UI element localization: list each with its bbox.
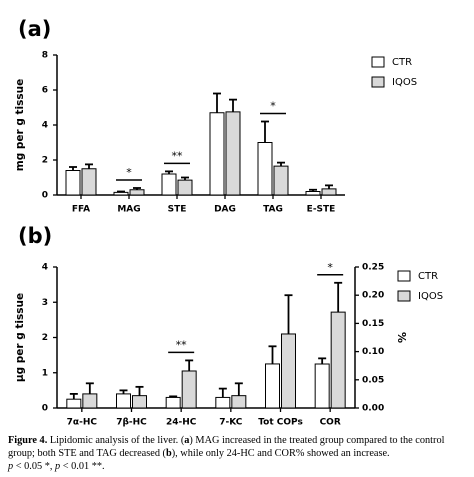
y2-axis-label: % [395, 332, 408, 343]
bar [321, 188, 337, 196]
y-axis-label: mg per g tissue [14, 79, 26, 171]
x-tick-label: Tot COPs [258, 418, 303, 428]
x-tick-label: E-STE [307, 205, 336, 215]
caption-text: b [165, 448, 172, 459]
bar [116, 393, 131, 409]
y-tick-label: 0 [42, 404, 48, 414]
significance-label: ** [172, 149, 184, 162]
x-tick-label: 7-KC [219, 418, 243, 428]
figure: (a) mg per g tissue 0 2 4 6 8 FFA MAG STE DAG TAG E-… [14, 17, 443, 428]
bar [257, 142, 273, 196]
bar [181, 370, 197, 409]
legend-swatch [371, 76, 385, 88]
bar [314, 363, 330, 409]
caption-text: p [55, 461, 61, 472]
bar [281, 333, 296, 409]
legend-swatch [397, 290, 411, 302]
legend-label: IQOS [392, 77, 417, 88]
panel-label: (a) [18, 17, 51, 41]
y-tick-label: 0 [42, 191, 48, 201]
y-tick-label: 4 [42, 121, 48, 131]
panel-label: (b) [18, 224, 52, 248]
bar [273, 165, 289, 196]
caption-text: p [8, 461, 14, 472]
bar [113, 191, 129, 196]
y-tick-label: 6 [42, 86, 48, 96]
caption: Figure 4. Lipidomic analysis of the live… [8, 434, 466, 473]
y-axis-label: μg per g tissue [14, 293, 26, 382]
bar [215, 396, 231, 409]
x-tick-label: STE [168, 205, 187, 215]
bar [225, 111, 241, 196]
x-tick-label: MAG [117, 205, 140, 215]
y2-tick-label: 0.10 [362, 347, 384, 357]
bar [165, 396, 181, 409]
caption-text: a [184, 435, 190, 446]
bar [330, 311, 346, 409]
caption-text: Figure 4. [8, 435, 48, 446]
bar [231, 395, 247, 409]
bar [66, 398, 82, 409]
y-tick-label: 8 [42, 51, 48, 61]
y-tick-label: 2 [42, 156, 48, 166]
legend-swatch [397, 270, 411, 282]
y-tick-label: 2 [42, 333, 48, 343]
bar [132, 395, 147, 409]
y2-tick-label: 0.20 [362, 291, 384, 301]
legend-label: IQOS [418, 291, 443, 302]
caption-text: Lipidomic analysis of the liver. ( [47, 435, 185, 446]
significance-label: ** [176, 338, 188, 351]
bar [177, 179, 193, 196]
caption-text: ), while only 24-HC and COR% showed an i… [171, 448, 390, 459]
y-tick-label: 3 [42, 298, 48, 308]
y2-tick-label: 0.00 [362, 404, 384, 414]
significance-label: * [126, 166, 132, 179]
caption-text: < 0.05 *, [13, 461, 56, 472]
x-tick-label: COR [320, 418, 341, 428]
x-tick-label: 24-HC [166, 418, 197, 428]
y-tick-label: 1 [42, 368, 48, 378]
bar [65, 170, 81, 196]
bar [209, 112, 225, 196]
legend-swatch [371, 56, 385, 68]
y2-tick-label: 0.05 [362, 375, 384, 385]
y-tick-label: 4 [42, 263, 48, 273]
bar [82, 393, 98, 409]
y2-tick-label: 0.15 [362, 319, 384, 329]
x-tick-label: 7α-HC [67, 418, 98, 428]
x-tick-label: 7β-HC [116, 418, 147, 428]
x-tick-label: FFA [72, 205, 90, 215]
significance-label: * [327, 261, 333, 274]
bar [265, 363, 280, 409]
caption-text: ) MAG increased in the treated group com… [8, 435, 448, 459]
bar [161, 173, 177, 196]
bar [81, 168, 97, 196]
y2-tick-label: 0.25 [362, 263, 384, 273]
significance-label: * [270, 100, 276, 113]
legend-label: CTR [418, 271, 438, 282]
x-tick-label: TAG [263, 205, 283, 215]
x-tick-label: DAG [214, 205, 236, 215]
legend-label: CTR [392, 57, 412, 68]
bar [129, 189, 145, 196]
caption-text: < 0.01 **. [60, 461, 105, 472]
bar [305, 191, 321, 196]
